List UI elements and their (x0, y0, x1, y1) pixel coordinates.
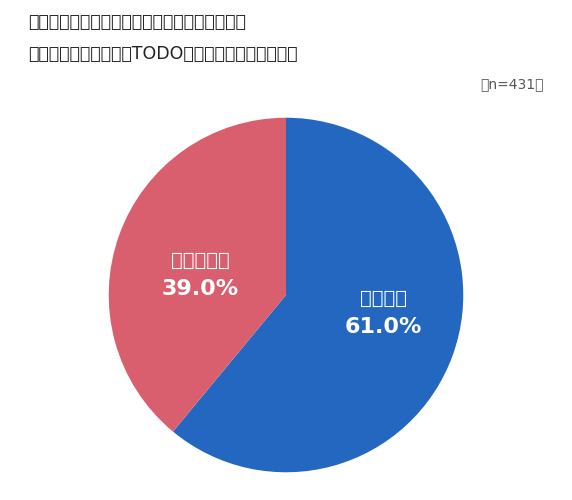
Wedge shape (173, 118, 463, 472)
Text: （n=431）: （n=431） (480, 78, 543, 92)
Wedge shape (109, 118, 286, 432)
Text: していない: していない (171, 251, 230, 270)
Text: 紙の手帳とデジタルツール（社内カレンダーや: 紙の手帳とデジタルツール（社内カレンダーや (29, 12, 247, 30)
Text: している: している (360, 289, 407, 308)
Text: 61.0%: 61.0% (345, 317, 422, 337)
Text: 39.0%: 39.0% (162, 278, 239, 298)
Text: スケジュールアプリ・TODO管理ツールなど）を併用: スケジュールアプリ・TODO管理ツールなど）を併用 (29, 45, 298, 63)
